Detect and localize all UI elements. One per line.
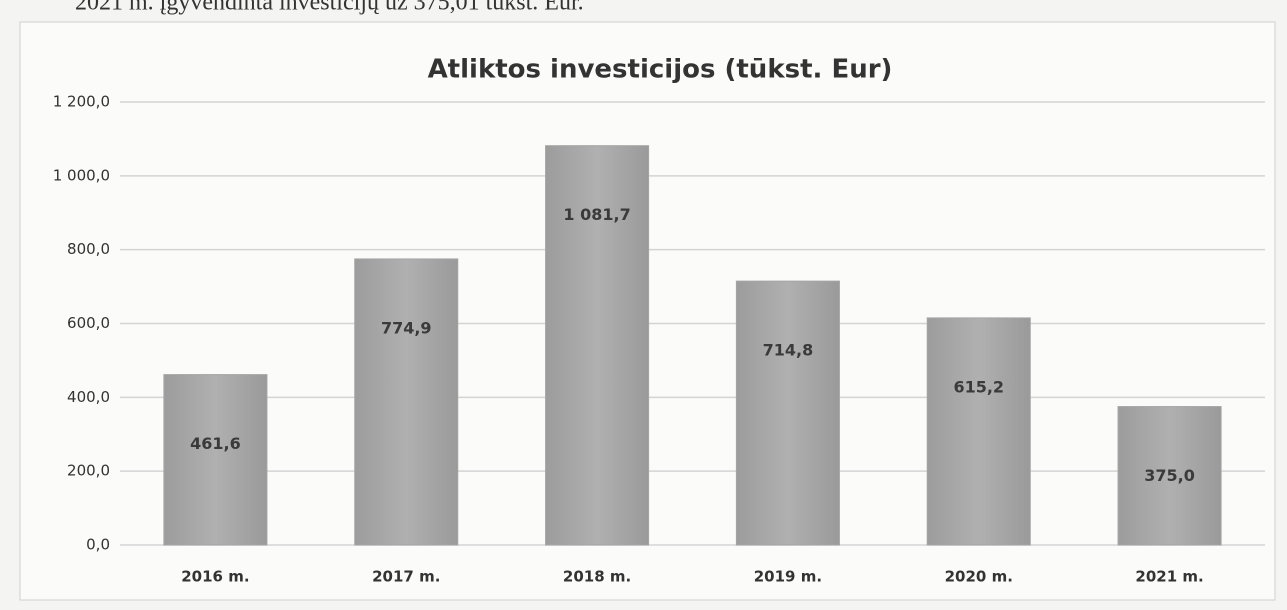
y-tick-label: 200,0 [67,462,110,480]
bar [926,317,1031,546]
y-tick-label: 1 000,0 [53,166,110,184]
y-tick-label: 400,0 [67,388,110,406]
value-label: 375,0 [1144,466,1195,485]
x-tick-label: 2020 m. [945,568,1013,586]
x-tick-label: 2021 m. [1135,568,1203,586]
y-tick-label: 600,0 [67,314,110,332]
value-label: 714,8 [763,341,814,360]
value-label: 461,6 [190,434,241,453]
bar [354,258,459,546]
bar [735,280,840,546]
x-tick-label: 2016 m. [181,568,249,586]
x-tick-label: 2017 m. [372,568,440,586]
x-tick-label: 2018 m. [563,568,631,586]
value-label: 1 081,7 [563,205,630,224]
bar [163,374,268,546]
y-tick-label: 800,0 [67,240,110,258]
y-tick-label: 0,0 [86,536,110,554]
x-tick-label: 2019 m. [754,568,822,586]
chart-title: Atliktos investicijos (tūkst. Eur) [428,55,893,85]
y-tick-label: 1 200,0 [53,93,110,111]
bar [1117,406,1222,546]
value-label: 615,2 [953,377,1004,396]
bar [545,145,650,546]
value-label: 774,9 [381,318,432,337]
page-text: 2021 m. įgyvendinta investicijų už 375,0… [75,0,584,16]
